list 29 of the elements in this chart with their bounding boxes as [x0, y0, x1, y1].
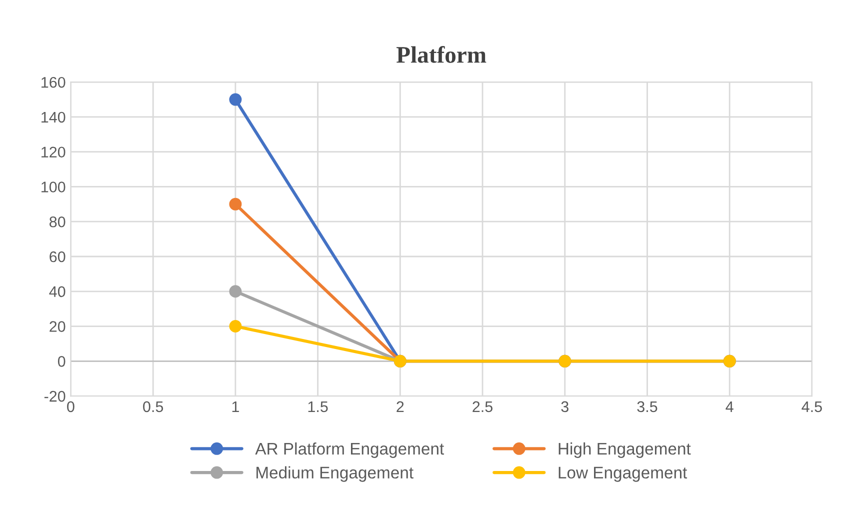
y-tick-label: 80	[50, 216, 66, 228]
x-tick-label: 1.5	[308, 401, 328, 412]
point	[229, 93, 242, 106]
point	[229, 320, 242, 333]
y-tick-label: 100	[42, 182, 66, 192]
y-tick-label: 20	[50, 321, 66, 332]
x-tick-label: 2	[396, 401, 404, 412]
point	[229, 285, 242, 298]
y-tick-label: 160	[42, 76, 66, 88]
chart-title: Platform	[396, 46, 486, 63]
y-tick-label: 40	[49, 286, 66, 298]
x-tick-label: 0	[67, 401, 74, 412]
x-tick-label: 2.5	[472, 401, 492, 412]
y-tick-label: 60	[50, 251, 66, 262]
y-tick-label: -20	[44, 390, 66, 402]
legend-label: Medium Engagement	[256, 466, 414, 482]
y-tick-label: 0	[58, 356, 66, 367]
x-tick-label: 3.5	[637, 401, 658, 412]
legend-label: Low Engagement	[558, 466, 688, 482]
legend-label: AR Platform Engagement	[255, 442, 444, 458]
y-tick-label: 140	[42, 112, 66, 123]
x-tick-label: 0.5	[143, 401, 164, 412]
x-tick-label: 4	[726, 401, 734, 412]
x-tick-label: 1	[232, 401, 239, 412]
y-tick-label: 120	[42, 146, 66, 158]
point	[229, 198, 242, 210]
x-tick-label: 3	[561, 401, 568, 412]
x-tick-label: 4.5	[802, 401, 822, 412]
legend-label: High Engagement	[558, 442, 691, 458]
